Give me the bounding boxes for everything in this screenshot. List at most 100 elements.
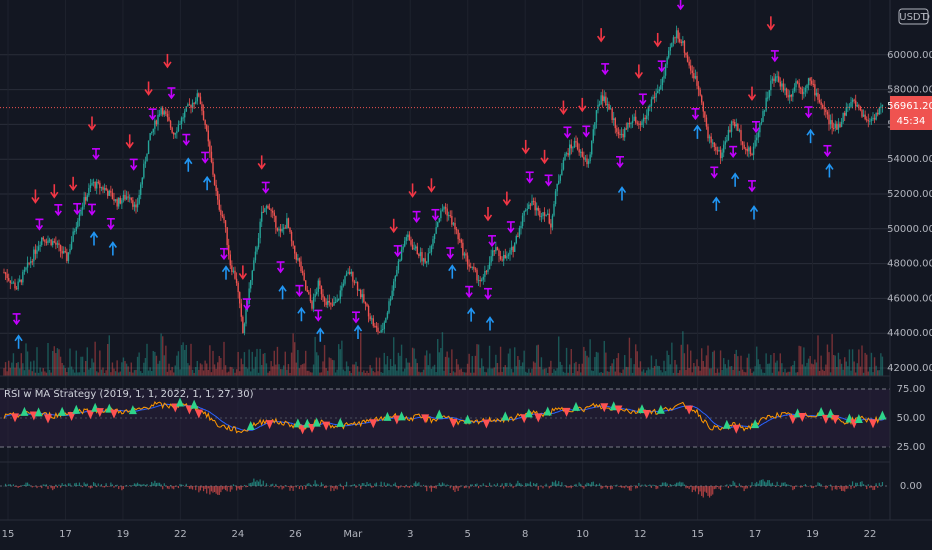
time-tick-label: 12 xyxy=(634,529,647,540)
volume-bar xyxy=(652,367,654,376)
candle-body xyxy=(195,101,197,104)
candle-body xyxy=(355,281,357,283)
volume-bar xyxy=(279,369,282,376)
volume-bar xyxy=(75,350,77,376)
rsi-cross-up-icon xyxy=(463,414,472,424)
volume-bar xyxy=(355,361,357,376)
candle-body xyxy=(672,37,675,43)
study-title[interactable]: RSI w MA Strategy (2019, 1, 1, 2022, 1, … xyxy=(4,389,254,400)
candle-body xyxy=(224,220,227,228)
candle-body xyxy=(701,95,703,103)
volume-bar xyxy=(253,368,255,376)
price-axis[interactable]: 60000.0058000.0056000.0054000.0052000.00… xyxy=(887,50,932,374)
candle-body xyxy=(789,94,791,98)
volume-bar xyxy=(481,358,483,376)
time-axis[interactable]: 15 17 19 22 24 26 Mar 3 5 8 10 12 15 17 19 22 xyxy=(2,529,877,540)
histogram-bar xyxy=(729,484,731,486)
histogram-bar xyxy=(325,486,327,488)
histogram-bar xyxy=(320,482,323,486)
candle-body xyxy=(543,212,546,216)
volume-bar xyxy=(229,366,231,376)
candle-body xyxy=(729,129,731,132)
histogram-bar xyxy=(294,486,296,487)
candle-body xyxy=(116,199,118,207)
histogram-bar xyxy=(807,486,810,487)
candle-body xyxy=(44,239,46,242)
histogram-bar xyxy=(713,486,715,490)
histogram-bar xyxy=(235,486,238,491)
volume-bar xyxy=(19,368,21,376)
histogram-bar xyxy=(644,484,646,486)
histogram-bar xyxy=(694,486,697,492)
histogram-bar xyxy=(787,484,789,486)
candle-body xyxy=(405,237,407,241)
histogram-bar xyxy=(633,485,635,486)
volume-bar xyxy=(141,372,143,376)
candle-body xyxy=(763,110,766,112)
volume-bar xyxy=(12,353,15,376)
volume-bar xyxy=(28,369,30,376)
candle-body xyxy=(657,91,659,93)
histogram-bar xyxy=(655,486,657,490)
histogram-bar xyxy=(206,486,208,494)
histogram-bar xyxy=(163,483,165,486)
candle-body xyxy=(108,190,110,196)
candle-body xyxy=(611,108,613,120)
volume-bar xyxy=(369,365,371,376)
volume-bar xyxy=(517,356,519,376)
volume-bar xyxy=(322,361,324,376)
histogram-bar xyxy=(627,486,629,489)
time-tick-label: 22 xyxy=(174,529,187,540)
volume-bar xyxy=(666,350,668,376)
candle-body xyxy=(551,215,554,228)
volume-bar xyxy=(729,366,731,376)
candle-body xyxy=(267,205,269,209)
candle-body xyxy=(20,279,22,283)
buy-arrow-icon xyxy=(221,265,231,280)
volume-bar xyxy=(375,357,378,376)
histogram-bar xyxy=(479,485,481,486)
volume-bar xyxy=(204,360,206,376)
candle-body xyxy=(338,299,340,301)
volume-bar xyxy=(154,351,156,376)
histogram-bar xyxy=(292,486,294,491)
candle-body xyxy=(814,84,816,96)
candle-body xyxy=(298,258,301,262)
volume-bar xyxy=(785,372,788,376)
volume-bar xyxy=(512,372,514,376)
volume-bar xyxy=(696,359,698,376)
volume-bar xyxy=(543,368,546,376)
candle-body xyxy=(591,140,593,155)
volume-bar xyxy=(246,368,249,376)
volume-bar xyxy=(58,349,60,376)
exit-marker xyxy=(729,145,738,158)
histogram-bar xyxy=(735,486,737,488)
volume-bar xyxy=(408,362,411,376)
candle-body xyxy=(391,290,393,300)
candle-body xyxy=(741,141,744,145)
volume-bar xyxy=(708,368,711,376)
volume-bar xyxy=(446,351,448,376)
histogram-bar xyxy=(712,486,714,495)
candle-body xyxy=(548,213,550,224)
candle-body xyxy=(243,323,246,334)
histogram-bar xyxy=(316,483,318,486)
currency-button[interactable]: USDT xyxy=(898,8,929,25)
volume-bar xyxy=(495,354,497,376)
volume-bar xyxy=(259,348,261,376)
volume-bar xyxy=(745,372,747,376)
volume-bar xyxy=(715,372,717,376)
volume-bar xyxy=(311,372,313,376)
histogram-bar xyxy=(650,486,653,488)
candle-body xyxy=(712,142,714,144)
histogram-bar xyxy=(476,483,478,486)
candle-body xyxy=(30,261,32,264)
candle-body xyxy=(661,78,664,86)
currency-caret-icon[interactable]: D xyxy=(922,12,930,23)
histogram-bar xyxy=(375,482,378,486)
candle-body xyxy=(22,271,24,283)
candle-body xyxy=(97,181,99,183)
candle-body xyxy=(393,281,395,291)
